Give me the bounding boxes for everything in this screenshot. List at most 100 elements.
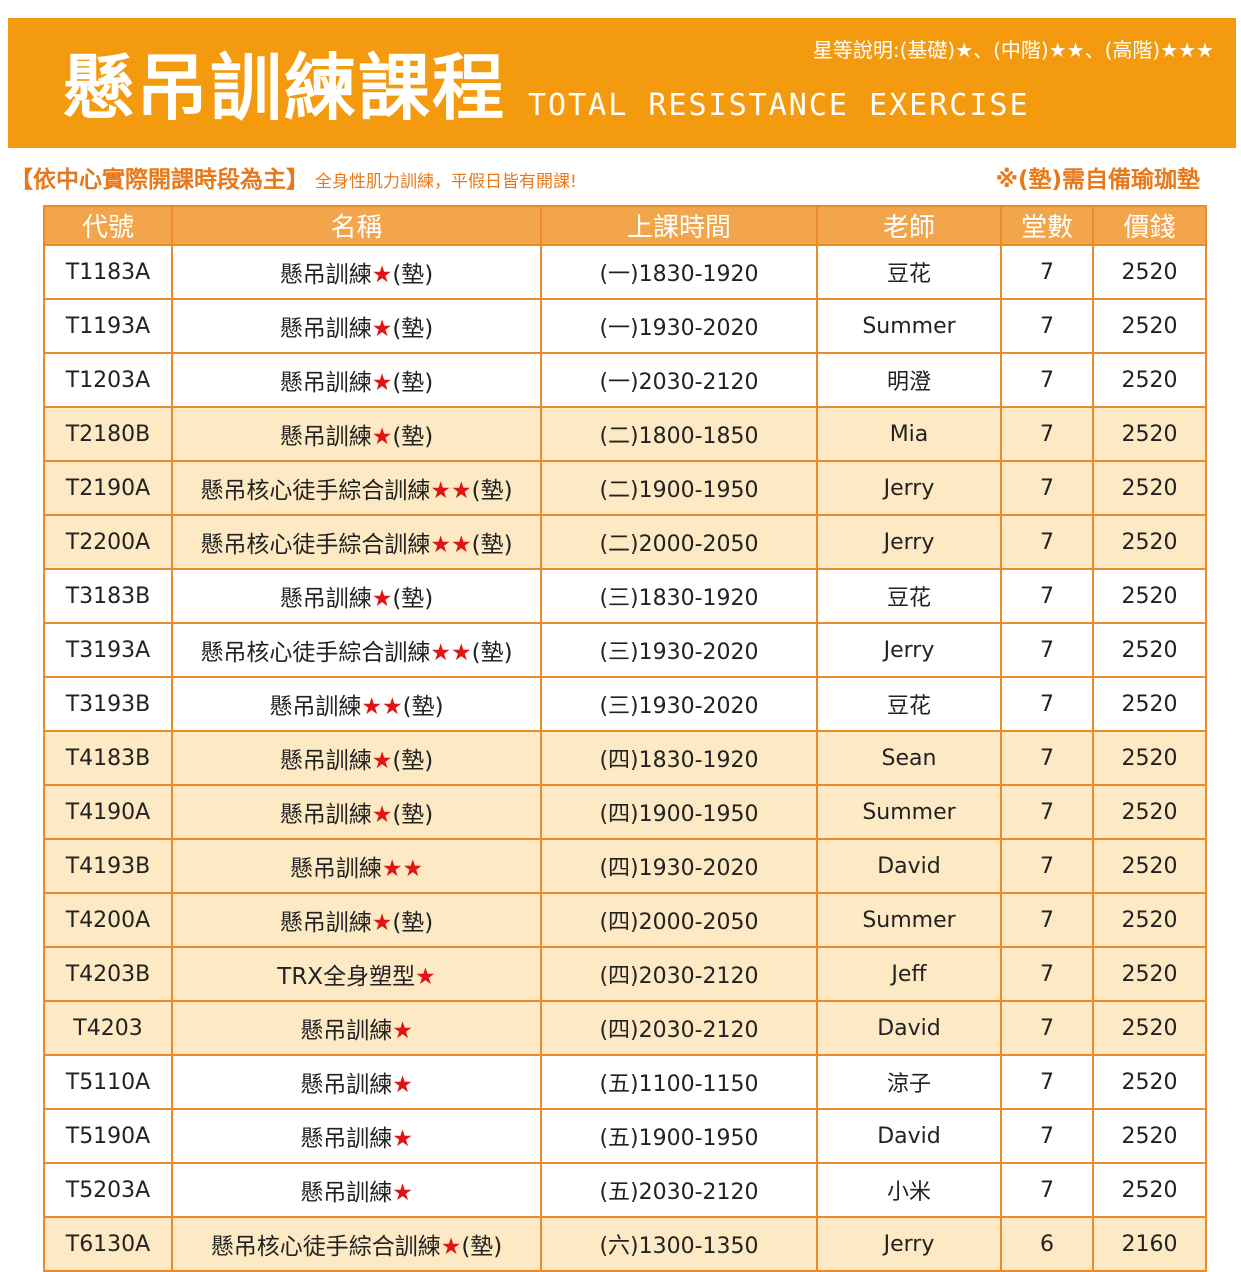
course-name-cell: 懸吊訓練★ (171, 1108, 542, 1164)
course-price: 2160 (1092, 1216, 1207, 1272)
course-time: (三)1930-2020 (540, 676, 818, 732)
course-sessions: 7 (1000, 1054, 1094, 1110)
course-name: 懸吊訓練 (300, 1180, 393, 1206)
course-teacher: 涼子 (816, 1054, 1002, 1110)
course-sessions: 7 (1000, 568, 1094, 624)
table-row: T1193A 懸吊訓練★(墊) (一)1930-2020 Summer 7 2520 (43, 298, 1207, 354)
mat-tag: (墊) (392, 748, 434, 774)
course-name: 懸吊訓練 (279, 316, 372, 342)
course-name: 懸吊訓練 (279, 586, 372, 612)
course-price: 2520 (1092, 838, 1207, 894)
star-rating: ★★ (430, 532, 472, 558)
course-teacher: Summer (816, 784, 1002, 840)
table-row: T5190A 懸吊訓練★ (五)1900-1950 David 7 2520 (43, 1108, 1207, 1164)
course-name: 懸吊核心徒手綜合訓練 (200, 640, 431, 666)
course-name: 懸吊核心徒手綜合訓練 (200, 478, 431, 504)
table-header-row: 代號 名稱 上課時間 老師 堂數 價錢 (43, 205, 1207, 246)
header-time: 上課時間 (540, 205, 818, 246)
course-name-cell: 懸吊訓練★(墊) (171, 730, 542, 786)
course-price: 2520 (1092, 676, 1207, 732)
course-name: 懸吊訓練 (279, 802, 372, 828)
course-name-cell: 懸吊訓練★(墊) (171, 784, 542, 840)
course-sessions: 7 (1000, 622, 1094, 678)
course-name: 懸吊訓練 (300, 1126, 393, 1152)
course-name-cell: 懸吊訓練★★ (171, 838, 542, 894)
course-code: T1183A (43, 244, 173, 300)
mat-tag: (墊) (461, 1234, 503, 1260)
course-name-cell: 懸吊訓練★(墊) (171, 244, 542, 300)
course-code: T1193A (43, 298, 173, 354)
star-rating: ★ (392, 1126, 413, 1152)
course-price: 2520 (1092, 514, 1207, 570)
table-body: T1183A 懸吊訓練★(墊) (一)1830-1920 豆花 7 2520 T1193A 懸… (43, 244, 1207, 1272)
star-rating: ★ (440, 1234, 462, 1260)
mat-tag: (墊) (471, 532, 513, 558)
course-name-cell: 懸吊訓練★ (171, 1000, 542, 1056)
header-code: 代號 (43, 205, 173, 246)
star-rating: ★ (371, 262, 393, 288)
course-name-cell: 懸吊訓練★(墊) (171, 406, 542, 462)
course-name-cell: 懸吊訓練★(墊) (171, 892, 542, 948)
course-price: 2520 (1092, 352, 1207, 408)
course-price: 2520 (1092, 244, 1207, 300)
table-row: T2180B 懸吊訓練★(墊) (二)1800-1850 Mia 7 2520 (43, 406, 1207, 462)
course-code: T5203A (43, 1162, 173, 1218)
course-time: (五)2030-2120 (540, 1162, 818, 1218)
course-name-cell: 懸吊訓練★ (171, 1162, 542, 1218)
course-name-cell: 懸吊訓練★(墊) (171, 352, 542, 408)
table-row: T4203B TRX全身塑型★ (四)2030-2120 Jeff 7 2520 (43, 946, 1207, 1002)
course-name: 懸吊訓練 (289, 856, 382, 882)
course-price: 2520 (1092, 1000, 1207, 1056)
table-row: T4200A 懸吊訓練★(墊) (四)2000-2050 Summer 7 2520 (43, 892, 1207, 948)
star-rating: ★ (371, 316, 393, 342)
course-name: TRX全身塑型 (277, 964, 416, 990)
course-price: 2520 (1092, 568, 1207, 624)
star-rating: ★ (392, 1072, 413, 1098)
course-sessions: 7 (1000, 676, 1094, 732)
star-rating: ★★ (381, 856, 424, 882)
course-name: 懸吊訓練 (279, 424, 372, 450)
course-sessions: 7 (1000, 406, 1094, 462)
course-name: 懸吊訓練 (300, 1018, 393, 1044)
table-row: T4190A 懸吊訓練★(墊) (四)1900-1950 Summer 7 2520 (43, 784, 1207, 840)
mat-tag: (墊) (392, 586, 434, 612)
course-time: (五)1900-1950 (540, 1108, 818, 1164)
star-legend: 星等說明:(基礎)★、(中階)★★、(高階)★★★ (812, 38, 1214, 62)
course-sessions: 7 (1000, 352, 1094, 408)
course-time: (一)2030-2120 (540, 352, 818, 408)
course-name: 懸吊訓練 (279, 910, 372, 936)
course-price: 2520 (1092, 1162, 1207, 1218)
course-teacher: Jerry (816, 622, 1002, 678)
mat-tag: (墊) (392, 910, 434, 936)
course-time: (六)1300-1350 (540, 1216, 818, 1272)
course-code: T4190A (43, 784, 173, 840)
title-banner: 懸吊訓練課程 TOTAL RESISTANCE EXERCISE 星等說明:(基… (8, 18, 1236, 148)
star-rating: ★ (392, 1180, 413, 1206)
course-teacher: 明澄 (816, 352, 1002, 408)
mat-tag: (墊) (392, 802, 434, 828)
star-rating: ★ (415, 964, 436, 990)
course-price: 2520 (1092, 460, 1207, 516)
course-teacher: Jerry (816, 460, 1002, 516)
course-code: T3193A (43, 622, 173, 678)
course-teacher: 豆花 (816, 568, 1002, 624)
star-rating: ★ (371, 748, 393, 774)
course-price: 2520 (1092, 622, 1207, 678)
course-name: 懸吊訓練 (279, 748, 372, 774)
course-code: T2200A (43, 514, 173, 570)
course-time: (二)2000-2050 (540, 514, 818, 570)
table-row: T1183A 懸吊訓練★(墊) (一)1830-1920 豆花 7 2520 (43, 244, 1207, 300)
course-code: T6130A (43, 1216, 173, 1272)
course-sessions: 7 (1000, 730, 1094, 786)
course-sessions: 7 (1000, 244, 1094, 300)
course-teacher: Mia (816, 406, 1002, 462)
course-code: T1203A (43, 352, 173, 408)
course-teacher: Jerry (816, 514, 1002, 570)
course-code: T5190A (43, 1108, 173, 1164)
schedule-note: 【依中心實際開課時段為主】 全身性肌力訓練，平假日皆有開課! (10, 160, 577, 194)
header-name: 名稱 (171, 205, 542, 246)
course-time: (三)1830-1920 (540, 568, 818, 624)
course-name: 懸吊訓練 (279, 262, 372, 288)
course-name-cell: 懸吊訓練★(墊) (171, 568, 542, 624)
mat-tag: (墊) (471, 478, 513, 504)
